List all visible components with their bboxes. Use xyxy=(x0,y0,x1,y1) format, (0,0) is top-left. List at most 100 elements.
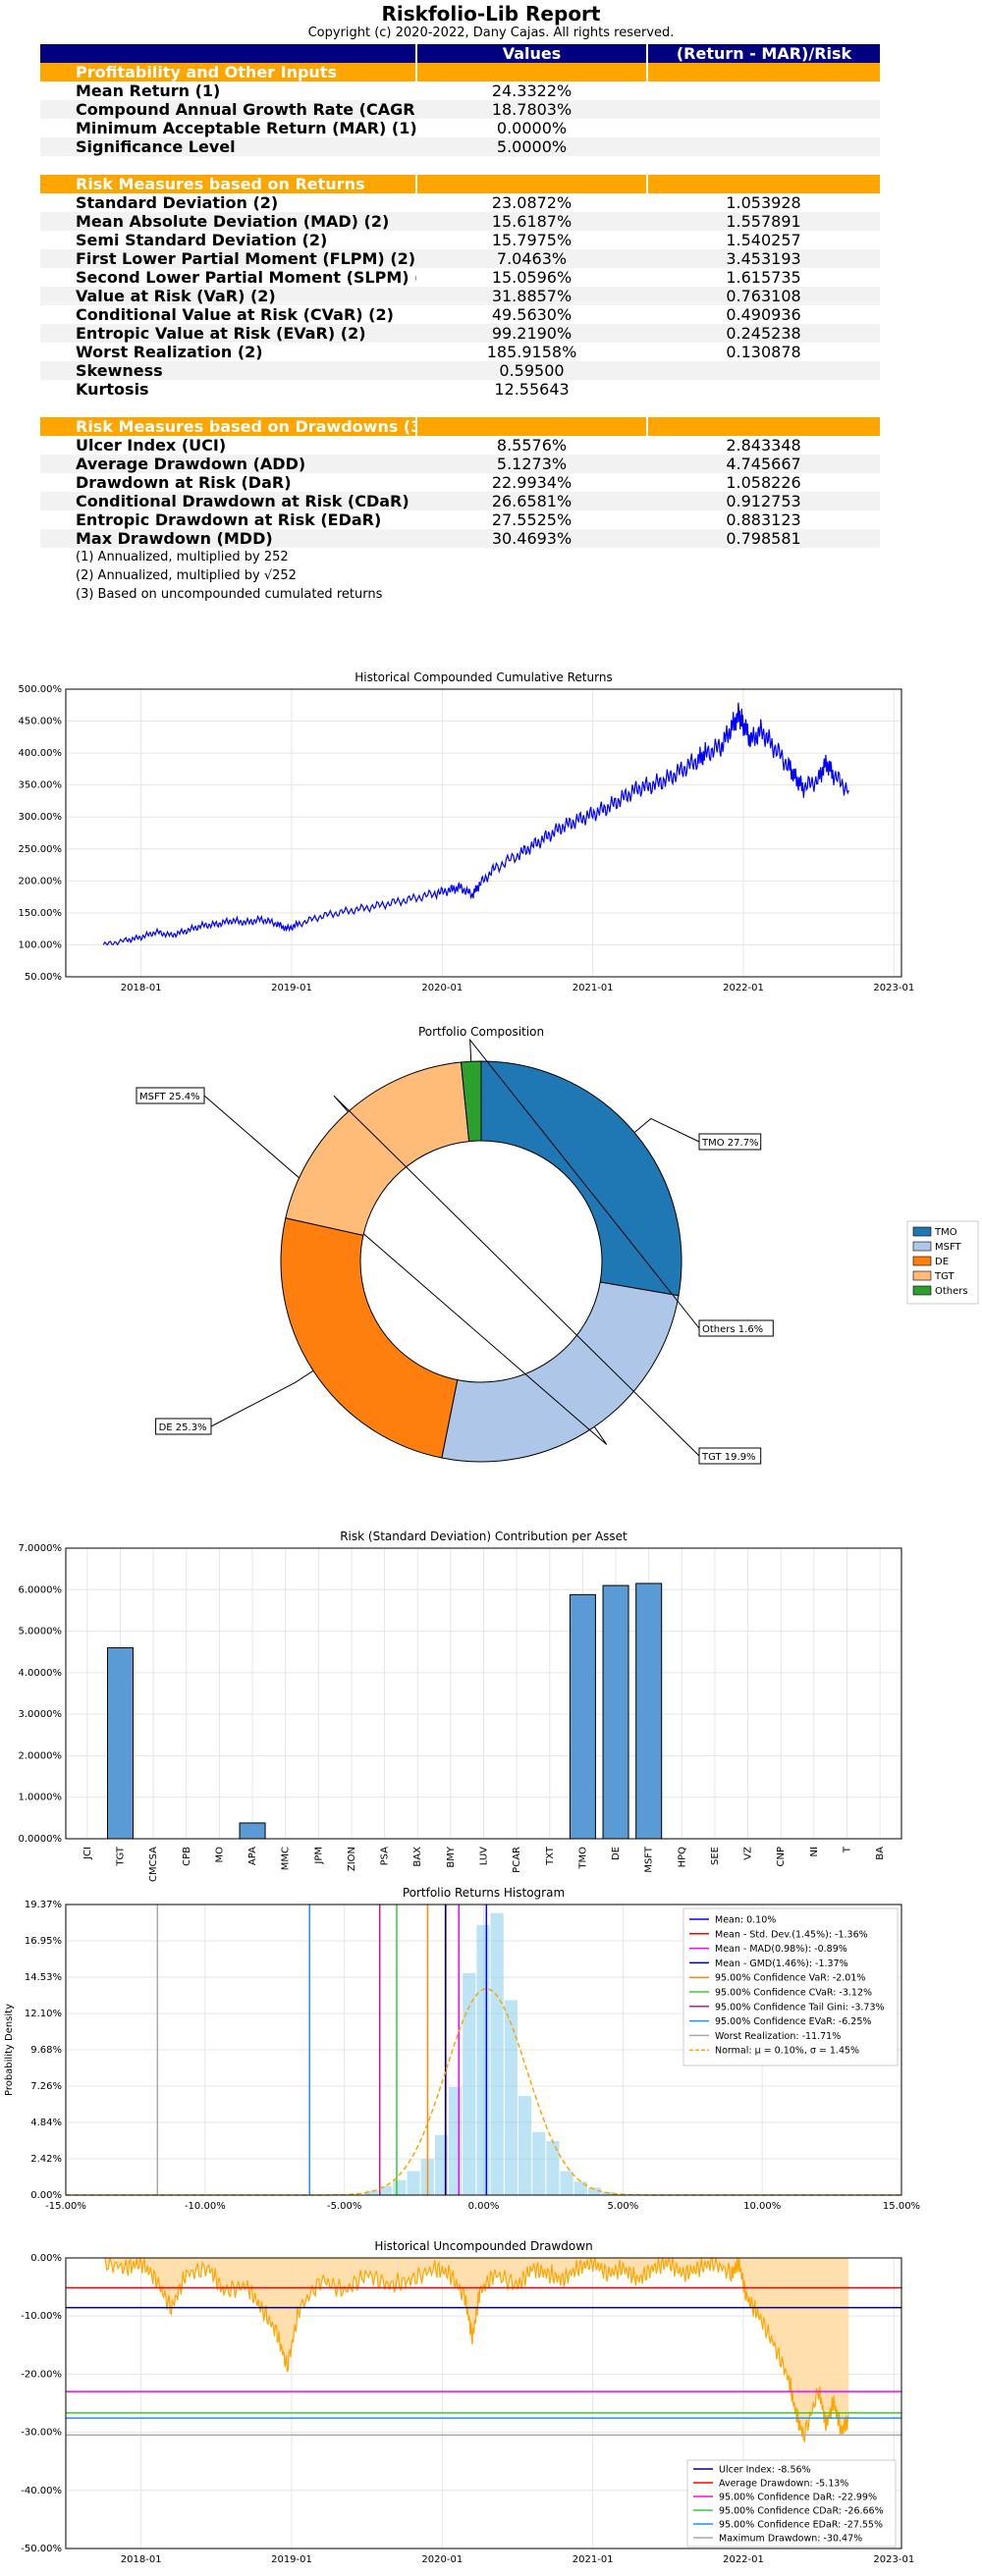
tick-label: 2022-01 xyxy=(723,2554,764,2565)
legend-swatch xyxy=(912,1270,932,1281)
tick-label: -50.00% xyxy=(21,2544,62,2554)
histogram-bin xyxy=(490,1912,504,2195)
histogram-bin xyxy=(476,1924,490,2195)
metric-label: Mean Absolute Deviation (MAD) (2) xyxy=(40,212,416,231)
table-row: Entropic Value at Risk (EVaR) (2) 99.2190… xyxy=(40,324,880,343)
table-header-cell: (Return - MAR)/Risk xyxy=(646,44,880,63)
metric-value: 30.4693% xyxy=(416,529,647,548)
table-row: First Lower Partial Moment (FLPM) (2) 7.0… xyxy=(40,249,880,268)
table-row: Minimum Acceptable Return (MAR) (1) 0.000… xyxy=(40,119,880,137)
metric-value: 5.1273% xyxy=(416,455,647,473)
metric-ratio: 1.557891 xyxy=(647,212,880,231)
legend-label: 95.00% Confidence CDaR: -26.66% xyxy=(719,2506,884,2517)
histogram-bin xyxy=(532,2131,546,2195)
table-spacer xyxy=(40,156,880,175)
tick-label: TGT xyxy=(116,1846,127,1867)
pie-label-box xyxy=(136,1087,205,1104)
tick-label: 16.95% xyxy=(25,1936,62,1947)
tick-label: 0.00% xyxy=(468,2201,500,2212)
tick-label: T xyxy=(843,1846,853,1853)
tick-label: -40.00% xyxy=(21,2486,62,2496)
legend-label: 95.00% Confidence CVaR: -3.12% xyxy=(715,1988,872,1999)
metric-ratio: 0.883123 xyxy=(647,510,880,529)
metric-value: 22.9934% xyxy=(416,473,647,492)
table-spacer xyxy=(40,399,880,417)
pie-label-leader xyxy=(333,1095,700,1457)
tick-label: 12.10% xyxy=(25,2009,62,2019)
spacer-cell xyxy=(40,399,880,417)
tick-label: 6.0000% xyxy=(19,1584,63,1595)
legend-label: MSFT xyxy=(935,1242,962,1253)
table-row: Significance Level 5.0000% xyxy=(40,137,880,156)
tick-label: LUV xyxy=(479,1847,490,1865)
legend-label: Worst Realization: -11.71% xyxy=(715,2031,841,2042)
tick-label: 2018-01 xyxy=(121,2554,162,2565)
metric-label: Second Lower Partial Moment (SLPM) (2) xyxy=(40,268,416,287)
metric-ratio: 0.912753 xyxy=(647,492,880,510)
metric-ratio: 0.490936 xyxy=(647,305,880,324)
pie-slice-msft xyxy=(441,1281,680,1463)
tick-label: 2018-01 xyxy=(121,983,162,993)
tick-label: 5.0000% xyxy=(19,1627,63,1637)
metric-label: First Lower Partial Moment (FLPM) (2) xyxy=(40,249,416,268)
table-row: Second Lower Partial Moment (SLPM) (2) 15… xyxy=(40,268,880,287)
plot-frame xyxy=(65,688,902,978)
metric-value: 27.5525% xyxy=(416,510,647,529)
tick-label: MSFT xyxy=(644,1846,655,1873)
pie-label-leader xyxy=(210,1369,314,1427)
metric-label: Standard Deviation (2) xyxy=(40,193,416,212)
tick-label: 2021-01 xyxy=(573,983,614,993)
metric-ratio: 1.058226 xyxy=(647,473,880,492)
metric-value: 8.5576% xyxy=(416,436,647,455)
cumulative-returns-line xyxy=(102,702,849,946)
section-cell xyxy=(646,417,880,436)
tick-label: ZION xyxy=(347,1847,357,1871)
tick-label: 5.00% xyxy=(607,2201,638,2212)
histogram-bin xyxy=(407,2171,420,2195)
pie-label-box xyxy=(698,1447,762,1465)
metric-label: Skewness xyxy=(40,361,416,380)
tick-label: BAX xyxy=(412,1847,423,1867)
table-note: (3) Based on uncompounded cumulated retu… xyxy=(40,585,880,604)
metric-label: Semi Standard Deviation (2) xyxy=(40,231,416,249)
section-cell xyxy=(646,175,880,193)
legend-label: Maximum Drawdown: -30.47% xyxy=(719,2534,862,2545)
histogram-bin xyxy=(379,2185,393,2195)
metric-value: 0.59500 xyxy=(416,361,647,380)
table-row: Mean Absolute Deviation (MAD) (2) 15.6187… xyxy=(40,212,880,231)
table-row: Average Drawdown (ADD) 5.1273% 4.745667 xyxy=(40,455,880,473)
legend-label: 95.00% Confidence EVaR: -6.25% xyxy=(715,2016,871,2027)
section-cell xyxy=(415,417,647,436)
spacer-cell xyxy=(40,156,880,175)
metric-ratio: 0.798581 xyxy=(647,529,880,548)
tick-label: 450.00% xyxy=(19,717,63,727)
table-row: Mean Return (1) 24.3322% xyxy=(40,81,880,100)
tick-label: PSA xyxy=(380,1847,391,1866)
metric-label: Drawdown at Risk (DaR) xyxy=(40,473,416,492)
legend-swatch xyxy=(912,1256,932,1266)
tick-label: MO xyxy=(214,1847,225,1863)
pie-slice-tgt xyxy=(285,1061,470,1236)
table-row: Value at Risk (VaR) (2) 31.8857% 0.763108 xyxy=(40,287,880,305)
legend-swatch xyxy=(912,1241,932,1252)
metric-ratio: 4.745667 xyxy=(647,455,880,473)
tick-label: 7.26% xyxy=(30,2081,62,2092)
tick-label: -10.00% xyxy=(21,2311,62,2322)
tick-label: JCI xyxy=(82,1847,93,1860)
legend-label: Mean - GMD(1.46%): -1.37% xyxy=(715,1959,848,1969)
portfolio-composition-chart: Portfolio Composition TMO 27.7% MSFT 25.4%… xyxy=(136,1025,979,1465)
metric-label: Max Drawdown (MDD) xyxy=(40,529,416,548)
table-row: Conditional Value at Risk (CVaR) (2) 49.5… xyxy=(40,305,880,324)
legend-label: Others xyxy=(935,1286,968,1297)
tick-label: 2021-01 xyxy=(573,2554,614,2565)
plot-frame xyxy=(65,1547,902,1840)
report-title: Riskfolio-Lib Report xyxy=(381,2,601,26)
metric-ratio: 1.053928 xyxy=(647,193,880,212)
chart-title: Risk (Standard Deviation) Contribution p… xyxy=(340,1530,627,1543)
table-row: Kurtosis 12.55643 xyxy=(40,380,880,399)
report-copyright: Copyright (c) 2020-2022, Dany Cajas. All… xyxy=(307,26,675,40)
metric-label: Mean Return (1) xyxy=(40,81,416,100)
histogram-bin xyxy=(463,1972,476,2195)
metric-label: Entropic Value at Risk (EVaR) (2) xyxy=(40,324,416,343)
tick-label: NI xyxy=(809,1847,820,1856)
